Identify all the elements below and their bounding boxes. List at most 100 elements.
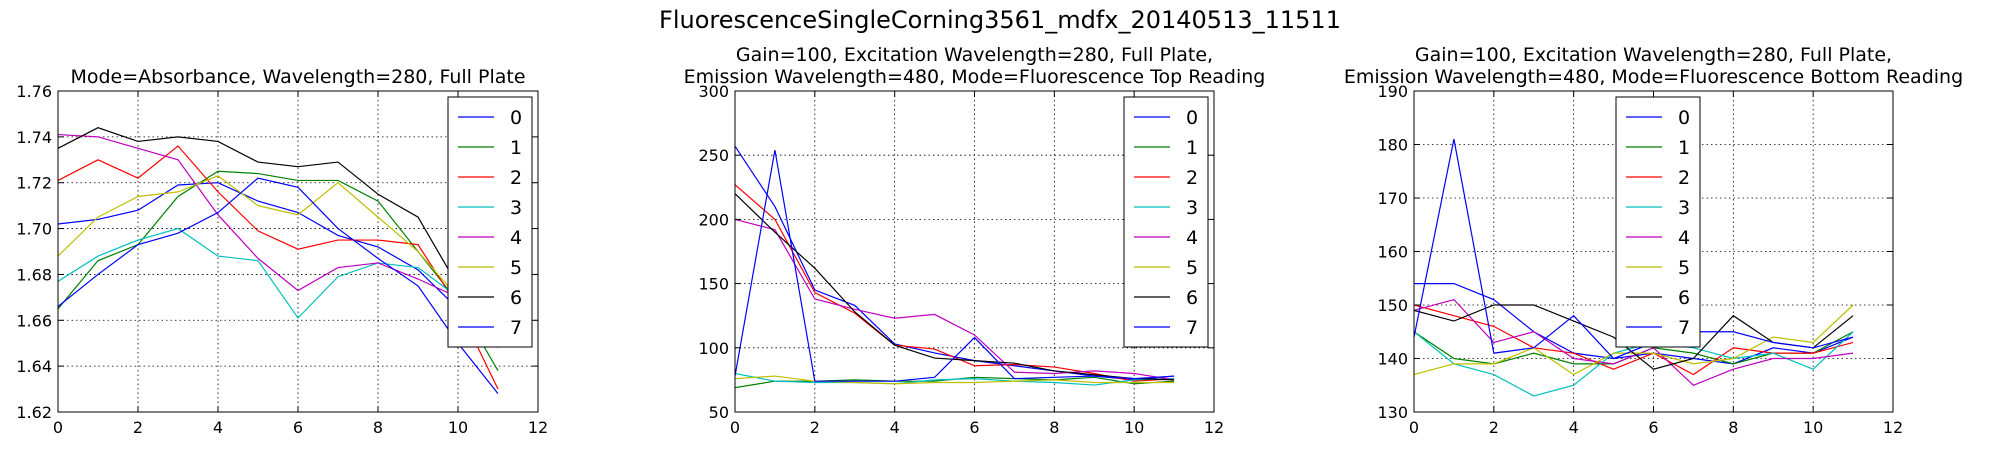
series-line-3 — [735, 372, 1175, 386]
series-line-6 — [58, 127, 499, 344]
legend-label: 7 — [510, 317, 522, 339]
y-tick-label: 50 — [709, 403, 729, 422]
x-tick-label: 2 — [810, 418, 820, 437]
series-line-4 — [58, 133, 499, 344]
y-tick-label: 1.74 — [16, 128, 52, 147]
legend-label: 0 — [1186, 107, 1198, 129]
x-tick-label: 4 — [1569, 418, 1579, 437]
x-tick-label: 8 — [1049, 418, 1059, 437]
y-tick-label: 170 — [1377, 189, 1408, 208]
x-tick-label: 10 — [1124, 418, 1144, 437]
legend-label: 0 — [510, 107, 522, 129]
x-tick-label: 0 — [730, 418, 740, 437]
series-line-3 — [1414, 331, 1854, 397]
legend-label: 4 — [1186, 227, 1198, 249]
x-tick-label: 10 — [448, 418, 468, 437]
x-tick-label: 6 — [1648, 418, 1658, 437]
x-tick-label: 10 — [1803, 418, 1823, 437]
series-line-2 — [1414, 304, 1854, 376]
series-line-5 — [58, 175, 499, 344]
series-line-7 — [735, 149, 1175, 382]
panel-title: Emission Wavelength=480, Mode=Fluorescen… — [684, 66, 1266, 88]
legend-label: 5 — [1186, 257, 1198, 279]
legend-box — [1123, 96, 1209, 348]
series-line-0 — [735, 145, 1175, 381]
x-tick-label: 12 — [1883, 418, 1903, 437]
x-tick-label: 0 — [1409, 418, 1419, 437]
y-tick-label: 160 — [1377, 243, 1408, 262]
legend: 0 1 2 3 4 5 6 7 — [1615, 96, 1701, 348]
y-tick-label: 1.68 — [16, 265, 52, 284]
legend-box — [447, 96, 533, 348]
x-tick-label: 12 — [528, 418, 548, 437]
y-tick-label: 1.76 — [16, 82, 52, 101]
legend: 0 1 2 3 4 5 6 7 — [1123, 96, 1209, 348]
x-tick-label: 2 — [133, 418, 143, 437]
legend-label: 6 — [1186, 287, 1198, 309]
legend-label: 4 — [510, 227, 522, 249]
legend-label: 3 — [1186, 197, 1198, 219]
y-tick-label: 1.64 — [16, 357, 52, 376]
series-line-1 — [58, 170, 499, 372]
x-tick-label: 2 — [1489, 418, 1499, 437]
y-tick-label: 100 — [698, 339, 729, 358]
panel-title: Gain=100, Excitation Wavelength=280, Ful… — [736, 44, 1213, 66]
legend-label: 4 — [1678, 227, 1690, 249]
legend-label: 2 — [1678, 167, 1690, 189]
legend-label: 7 — [1186, 317, 1198, 339]
series-line-7 — [58, 177, 499, 395]
panel-2: Gain=100, Excitation Wavelength=280, Ful… — [1344, 44, 1963, 437]
y-tick-label: 1.62 — [16, 403, 52, 422]
series-line-6 — [735, 193, 1175, 381]
series-line-7 — [1414, 139, 1854, 360]
series-line-3 — [58, 227, 499, 349]
x-tick-label: 6 — [969, 418, 979, 437]
series-line-2 — [735, 184, 1175, 382]
x-tick-label: 6 — [293, 418, 303, 437]
figure-title: FluorescenceSingleCorning3561_mdfx_20140… — [659, 6, 1341, 34]
legend-label: 1 — [1186, 137, 1198, 159]
series-line-4 — [1414, 298, 1854, 386]
x-tick-label: 0 — [53, 418, 63, 437]
y-tick-label: 300 — [698, 82, 729, 101]
x-tick-label: 4 — [890, 418, 900, 437]
y-tick-label: 150 — [698, 275, 729, 294]
y-tick-label: 140 — [1377, 350, 1408, 369]
legend-label: 1 — [1678, 137, 1690, 159]
y-tick-label: 250 — [698, 146, 729, 165]
legend-label: 7 — [1678, 317, 1690, 339]
x-tick-label: 8 — [1728, 418, 1738, 437]
legend-label: 5 — [510, 257, 522, 279]
legend-label: 3 — [510, 197, 522, 219]
legend-label: 6 — [1678, 287, 1690, 309]
y-tick-label: 190 — [1377, 82, 1408, 101]
y-tick-label: 200 — [698, 210, 729, 229]
y-tick-label: 130 — [1377, 403, 1408, 422]
series-line-0 — [58, 182, 499, 344]
legend-label: 6 — [510, 287, 522, 309]
panel-title: Gain=100, Excitation Wavelength=280, Ful… — [1415, 44, 1892, 66]
legend-label: 2 — [510, 167, 522, 189]
y-tick-label: 1.70 — [16, 220, 52, 239]
y-tick-label: 1.72 — [16, 174, 52, 193]
legend-label: 1 — [510, 137, 522, 159]
series-line-5 — [735, 375, 1175, 385]
panel-title: Emission Wavelength=480, Mode=Fluorescen… — [1344, 66, 1963, 88]
x-tick-label: 8 — [373, 418, 383, 437]
legend: 0 1 2 3 4 5 6 7 — [447, 96, 533, 348]
panel-title: Mode=Absorbance, Wavelength=280, Full Pl… — [70, 66, 525, 88]
y-tick-label: 180 — [1377, 136, 1408, 155]
legend-box — [1615, 96, 1701, 348]
x-tick-label: 12 — [1204, 418, 1224, 437]
series-line-4 — [735, 218, 1175, 381]
panel-0: Mode=Absorbance, Wavelength=280, Full Pl… — [16, 66, 548, 437]
legend-label: 0 — [1678, 107, 1690, 129]
y-tick-label: 150 — [1377, 296, 1408, 315]
y-tick-label: 1.66 — [16, 311, 52, 330]
x-tick-label: 4 — [213, 418, 223, 437]
series-line-2 — [58, 145, 499, 390]
legend-label: 2 — [1186, 167, 1198, 189]
legend-label: 3 — [1678, 197, 1690, 219]
panel-1: Gain=100, Excitation Wavelength=280, Ful… — [684, 44, 1266, 437]
